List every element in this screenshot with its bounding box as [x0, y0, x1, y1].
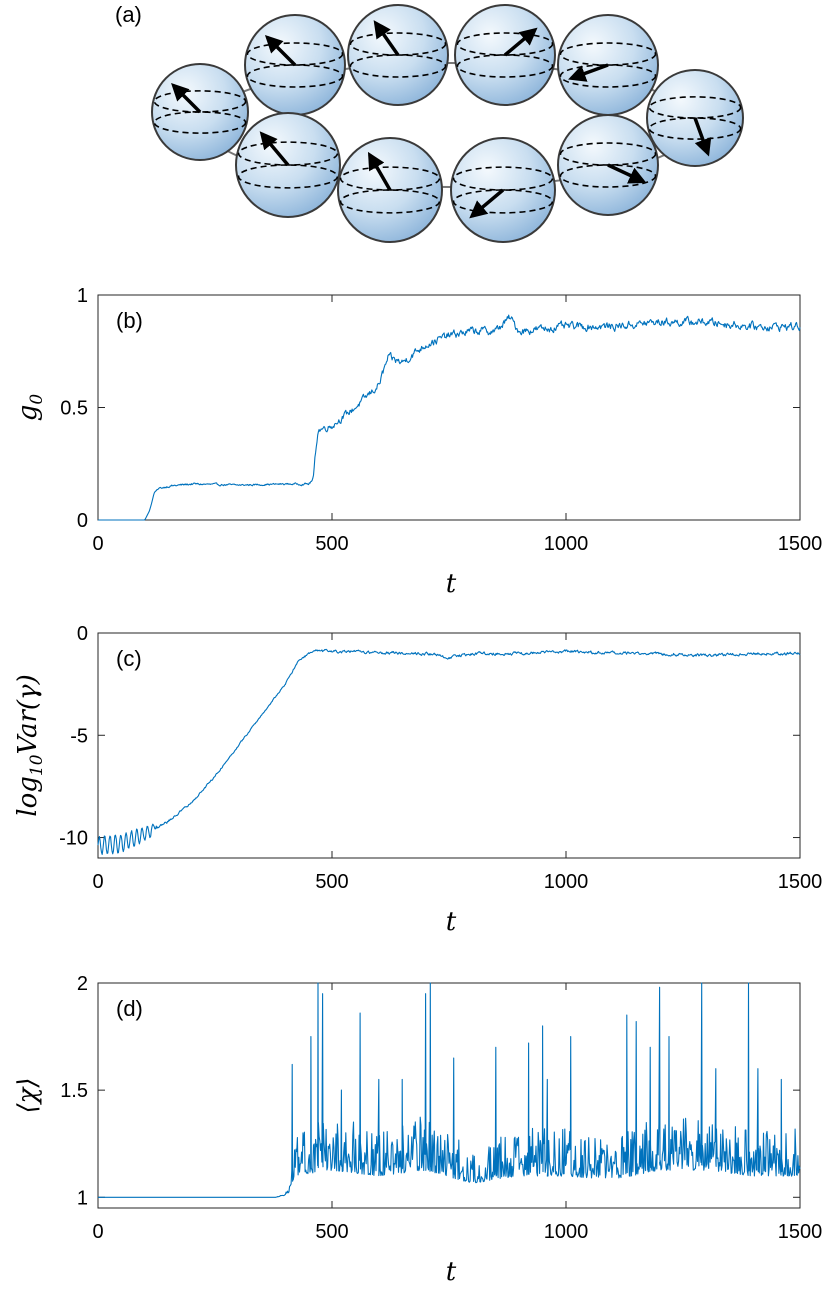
y-axis-label: log10Var(γ) — [13, 674, 47, 816]
spin-arrow — [693, 117, 712, 157]
y-tick-label: 2 — [77, 973, 88, 995]
spin-arrow — [259, 131, 290, 167]
panel-b-chart: 0 500 1000 1500 0 0.5 1 (b) t g0 — [13, 285, 822, 599]
spin-arrow — [503, 27, 538, 57]
spin-arrow — [568, 63, 609, 82]
spin-arrow — [373, 20, 400, 57]
x-tick-label: 1000 — [544, 533, 589, 555]
spin-arrow — [469, 188, 505, 219]
y-tick-label: 0.5 — [60, 398, 88, 420]
panel-label: (c) — [116, 646, 142, 671]
x-tick-label: 1500 — [778, 533, 823, 555]
x-tick-label: 1500 — [778, 871, 823, 893]
x-tick-label: 0 — [92, 1221, 103, 1243]
panel-label: (b) — [116, 308, 143, 333]
y-tick-label: -5 — [70, 725, 88, 747]
panel-a-label: (a) — [115, 2, 142, 27]
plot-frame — [97, 294, 801, 521]
x-tick-label: 0 — [92, 533, 103, 555]
bloch-sphere — [337, 137, 443, 243]
spin-arrow — [607, 163, 647, 184]
data-series-line — [98, 982, 801, 1198]
bloch-sphere — [244, 14, 346, 116]
panel-label: (d) — [116, 996, 143, 1021]
spin-arrow — [264, 34, 297, 67]
plot-frame — [97, 982, 801, 1209]
x-tick-label: 1500 — [778, 1221, 823, 1243]
panel-d-chart: 0 500 1000 1500 1 1.5 2 (d) t ⟨χ⟩ — [13, 973, 822, 1287]
bloch-sphere — [557, 14, 659, 116]
bloch-sphere — [450, 137, 556, 243]
x-axis-label: t — [446, 569, 457, 599]
spin-arrow — [367, 151, 392, 191]
y-tick-label: 1 — [77, 285, 88, 307]
bloch-sphere — [454, 4, 556, 106]
bloch-sphere — [151, 63, 249, 161]
bloch-sphere — [557, 114, 659, 216]
y-tick-label: 0 — [77, 510, 88, 532]
y-tick-label: 1 — [77, 1187, 88, 1209]
spin-arrow — [171, 83, 202, 114]
x-tick-label: 0 — [92, 871, 103, 893]
plot-frame — [97, 632, 801, 859]
x-tick-label: 500 — [315, 1221, 348, 1243]
y-tick-label: 0 — [77, 623, 88, 645]
bloch-sphere — [347, 4, 449, 106]
y-tick-label: -10 — [59, 828, 88, 850]
y-tick-label: 1.5 — [60, 1080, 88, 1102]
panel-a-bloch-sphere-ring: (a) — [115, 2, 744, 243]
x-tick-label: 1000 — [544, 871, 589, 893]
x-axis-label: t — [446, 1257, 457, 1287]
bloch-sphere — [235, 112, 341, 218]
x-axis-label: t — [446, 907, 457, 937]
data-series-line — [98, 314, 801, 521]
y-axis-label: ⟨χ⟩ — [13, 1077, 43, 1113]
bloch-sphere — [646, 69, 744, 167]
data-series-line — [97, 648, 801, 855]
y-axis-label: g0 — [13, 394, 47, 422]
x-tick-label: 500 — [315, 871, 348, 893]
x-tick-label: 500 — [315, 533, 348, 555]
panel-c-chart: 0 500 1000 1500 -10 -5 0 (c) t log10Var(γ) — [13, 623, 822, 937]
x-tick-label: 1000 — [544, 1221, 589, 1243]
